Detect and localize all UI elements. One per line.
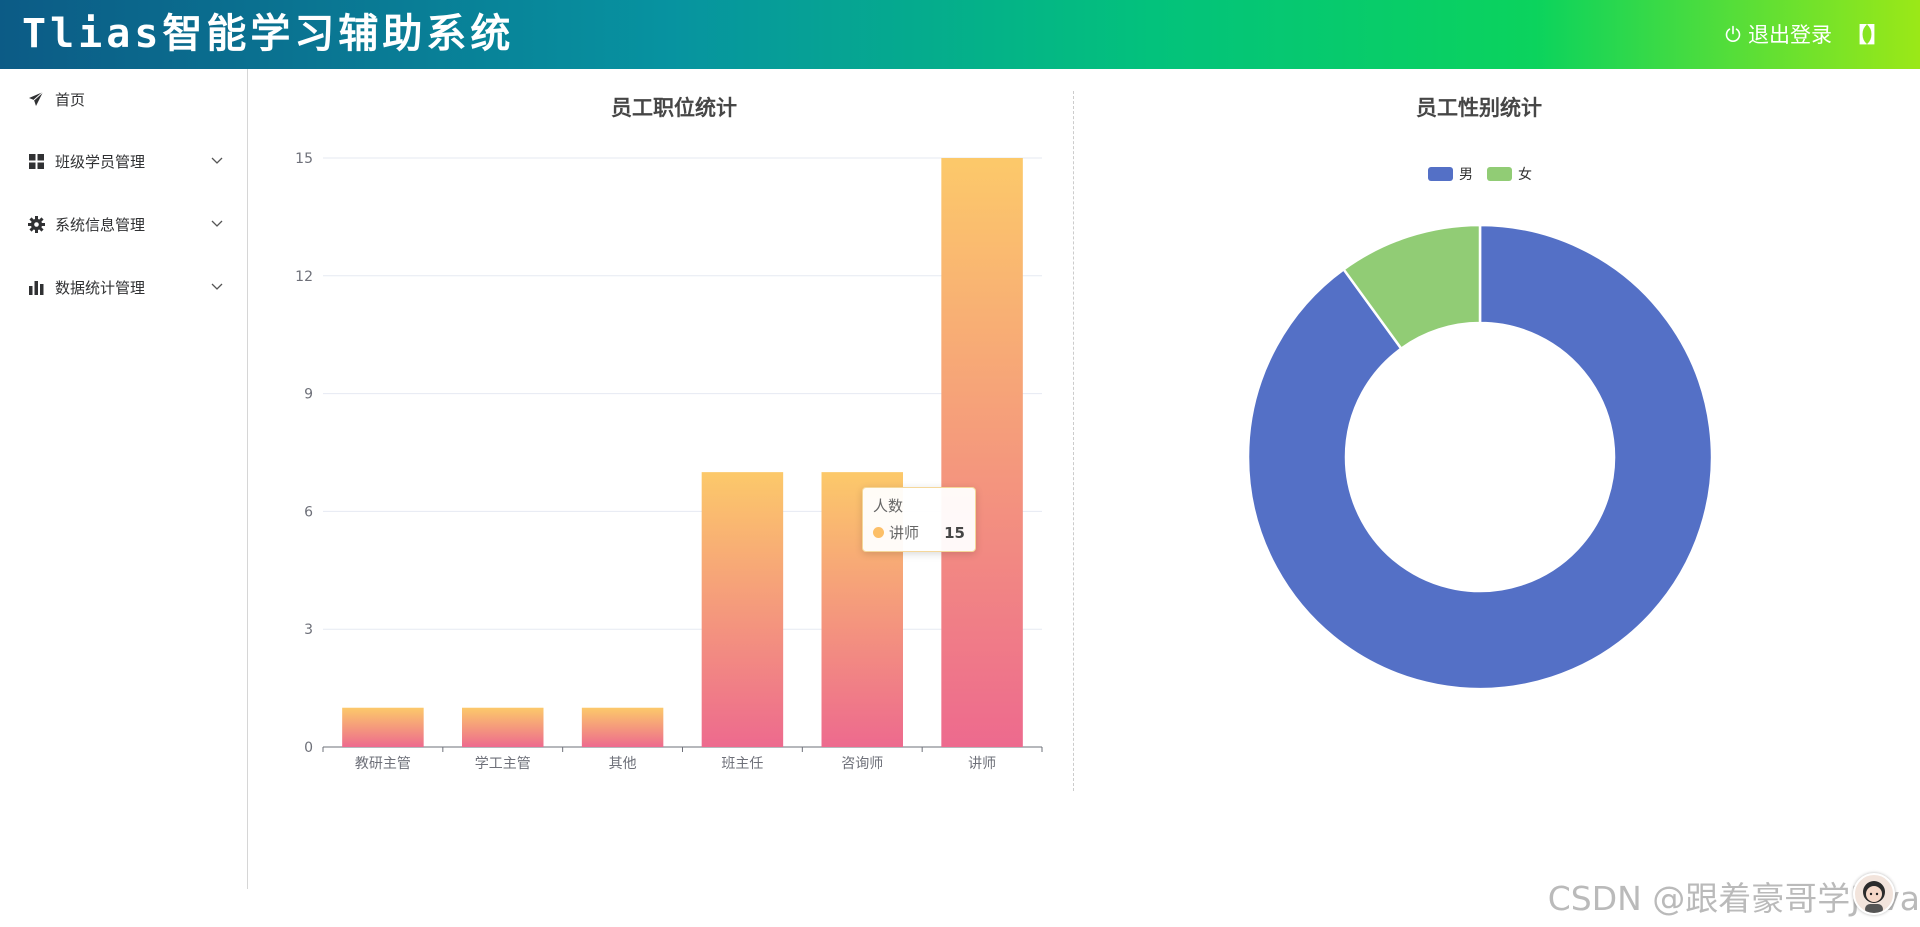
legend-item-female[interactable]: 女 — [1487, 164, 1532, 184]
y-tick-label: 12 — [295, 269, 313, 285]
power-icon — [1724, 25, 1742, 43]
sidebar-item-home[interactable]: 首页 — [0, 73, 247, 125]
tooltip-marker — [873, 527, 884, 538]
gear-icon — [27, 215, 45, 233]
bar[interactable] — [462, 707, 544, 747]
x-tick-label: 讲师 — [968, 756, 996, 772]
legend-label: 男 — [1459, 167, 1473, 183]
chart-divider — [1073, 91, 1074, 791]
sidebar-item-data-stats[interactable]: 数据统计管理 — [0, 261, 247, 313]
tooltip-series-name: 人数 — [873, 497, 904, 515]
chart-tooltip: 人数 讲师 15 — [862, 487, 976, 552]
avatar — [1853, 873, 1895, 915]
bar[interactable] — [342, 707, 424, 747]
sidebar-item-system-info[interactable]: 系统信息管理 — [0, 198, 247, 250]
x-tick-label: 咨询师 — [841, 756, 883, 772]
bar[interactable] — [701, 472, 784, 747]
legend-item-male[interactable]: 男 — [1428, 164, 1473, 184]
legend-swatch — [1487, 167, 1512, 181]
chevron-down-icon — [210, 280, 224, 294]
x-tick-label: 班主任 — [721, 756, 763, 772]
x-tick-label: 教研主管 — [355, 756, 411, 772]
legend-label: 女 — [1518, 167, 1532, 183]
bar[interactable] — [941, 158, 1023, 747]
position-bar-chart: 0 3 6 9 12 15 教研主管 学工主管 其他 班主任 咨询师 讲师 — [295, 151, 1043, 772]
sidebar-item-label: 系统信息管理 — [55, 215, 146, 234]
send-icon — [27, 90, 45, 108]
chevron-down-icon — [210, 154, 224, 168]
y-tick-label: 15 — [295, 151, 313, 167]
pie-chart-title: 员工性别统计 — [1416, 96, 1542, 120]
y-tick-label: 3 — [304, 622, 313, 638]
chevron-down-icon — [210, 217, 224, 231]
pie-slice[interactable] — [1342, 223, 1482, 350]
logout-label: 退出登录 — [1748, 23, 1832, 47]
y-tick-label: 6 — [304, 504, 313, 520]
pie-legend: 男 女 — [1428, 164, 1532, 184]
tooltip-category: 讲师 — [889, 524, 920, 542]
tooltip-value: 15 — [944, 523, 965, 542]
logout-bracket: 【】 — [1846, 23, 1888, 47]
x-tick-label: 其他 — [609, 756, 637, 772]
sidebar-item-label: 数据统计管理 — [55, 278, 146, 297]
x-tick-label: 学工主管 — [475, 756, 531, 772]
gender-donut-chart — [1246, 223, 1714, 691]
sidebar-item-class-student[interactable]: 班级学员管理 — [0, 135, 247, 187]
logout-button[interactable]: 退出登录 【】 — [1724, 19, 1888, 49]
y-tick-label: 9 — [304, 387, 313, 403]
pie-slice[interactable] — [1246, 223, 1714, 691]
legend-swatch — [1428, 167, 1453, 181]
bar-chart-icon — [27, 278, 45, 296]
sidebar: 首页 班级学员管理 系统信息管理 — [0, 69, 248, 889]
y-tick-label: 0 — [304, 740, 313, 756]
sidebar-item-label: 班级学员管理 — [55, 152, 146, 171]
bar-chart-title: 员工职位统计 — [611, 96, 737, 120]
sidebar-item-label: 首页 — [55, 90, 86, 109]
app-title: Tlias智能学习辅助系统 — [22, 11, 515, 57]
top-header: Tlias智能学习辅助系统 退出登录 【】 — [0, 0, 1920, 69]
bar[interactable] — [581, 707, 664, 747]
grid-icon — [27, 152, 45, 170]
